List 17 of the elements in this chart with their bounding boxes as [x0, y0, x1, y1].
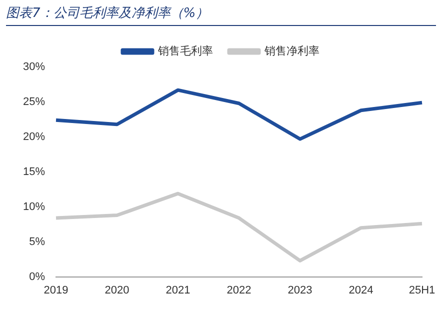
x-tick-label: 2022	[226, 284, 252, 296]
x-tick-label: 2021	[166, 284, 190, 296]
y-tick-label: 10%	[22, 200, 46, 213]
legend-label: 销售毛利率	[157, 44, 213, 58]
x-tick-label: 2024	[348, 284, 374, 296]
x-tick-label: 2020	[104, 284, 130, 296]
y-tick-label: 25%	[22, 96, 46, 108]
x-tick-label: 2019	[44, 284, 68, 296]
y-tick-label: 20%	[22, 130, 46, 143]
x-tick-label: 25H1	[408, 284, 436, 296]
y-tick-label: 5%	[29, 236, 46, 248]
chart-title: 图表7：公司毛利率及净利率（%）	[6, 4, 436, 26]
y-tick-label: 15%	[22, 166, 46, 178]
y-tick-label: 30%	[22, 61, 46, 74]
legend-label: 销售净利率	[264, 44, 320, 58]
y-tick-label: 0%	[29, 270, 46, 283]
x-tick-label: 2023	[288, 284, 312, 296]
